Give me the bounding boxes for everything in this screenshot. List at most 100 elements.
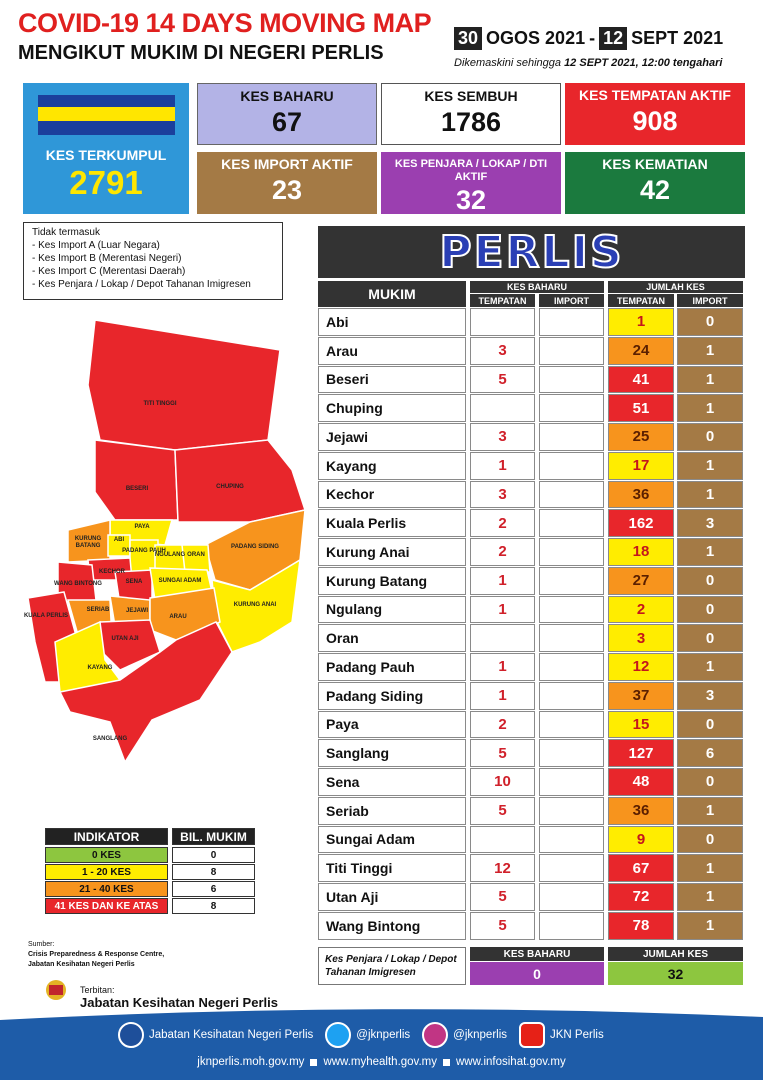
value-cell: 0: [677, 825, 743, 854]
map-label: ARAU: [169, 614, 187, 620]
value-cell: 162: [608, 509, 674, 537]
mukim-cell: Utan Aji: [318, 883, 466, 911]
title: COVID-19 14 DAYS MOVING MAP: [18, 8, 432, 38]
map-label: UTAN AJI: [111, 636, 139, 642]
social-icon: [118, 1022, 144, 1048]
link[interactable]: www.myhealth.gov.my: [323, 1056, 437, 1068]
indicator-label: 41 KES DAN KE ATAS: [45, 898, 168, 914]
value-cell: [539, 825, 604, 854]
value-cell: 36: [608, 796, 674, 825]
map-label: KURUNG ANAI: [233, 602, 277, 608]
card: KES TEMPATAN AKTIF 908: [565, 83, 745, 145]
value-cell: 78: [608, 911, 674, 940]
card-value: 32: [455, 185, 487, 215]
map-label: NGULANG: [154, 552, 186, 558]
mukim-cell: Seriab: [318, 796, 466, 825]
link[interactable]: jknperlis.moh.gov.my: [197, 1056, 305, 1068]
social-item[interactable]: Jabatan Kesihatan Negeri Perlis: [118, 1022, 313, 1048]
updated-label: Dikemaskini sehingga: [454, 57, 561, 69]
value-cell: 9: [608, 825, 674, 854]
map-region: [174, 439, 306, 523]
card-value: 67: [271, 107, 303, 137]
value-cell: 67: [608, 854, 674, 882]
value-cell: [539, 796, 604, 825]
mukim-cell: Wang Bintong: [318, 911, 466, 940]
links-bar: jknperlis.moh.gov.my www.myhealth.gov.my w…: [0, 1056, 763, 1068]
value-cell: [539, 336, 604, 365]
value-cell: 0: [677, 624, 743, 652]
value-cell: 1: [677, 365, 743, 394]
note-item: - Kes Import B (Merentasi Negeri): [32, 253, 182, 264]
sub-header-cell: IMPORT: [539, 294, 604, 307]
value-cell: [539, 480, 604, 509]
value-cell: 5: [470, 883, 535, 911]
value-cell: 3: [677, 509, 743, 537]
social-item[interactable]: @jknperlis: [422, 1022, 507, 1048]
mukim-cell: Sena: [318, 768, 466, 796]
separator-square: [442, 1058, 450, 1066]
mukim-cell: Abi: [318, 308, 466, 336]
map-label: SENA: [125, 579, 143, 585]
table-title: PERLIS: [438, 226, 624, 279]
value-cell: 1: [470, 451, 535, 480]
value-cell: [539, 710, 604, 739]
map-label: SERIAB: [86, 607, 110, 613]
map-label: WANG BINTONG: [54, 581, 102, 587]
mukim-cell: Kurung Batang: [318, 566, 466, 595]
mukim-cell: Kuala Perlis: [318, 509, 466, 537]
value-cell: 0: [677, 308, 743, 336]
card: KES IMPORT AKTIF 23: [197, 152, 377, 214]
value-cell: 5: [470, 365, 535, 394]
header-cell: MUKIM: [318, 281, 466, 307]
social-item[interactable]: @jknperlis: [325, 1022, 410, 1048]
value-cell: 1: [608, 308, 674, 336]
map-region: [181, 544, 211, 573]
value-cell: [539, 595, 604, 624]
value-cell: [470, 394, 535, 422]
value-cell: [539, 308, 604, 336]
mukim-cell: Chuping: [318, 394, 466, 422]
source: Sumber: Crisis Preparedness & Response C…: [28, 940, 164, 970]
map-region: [211, 558, 301, 653]
value-cell: 1: [470, 681, 535, 710]
footer-bg: [0, 1009, 763, 1080]
date-day: 12: [599, 27, 628, 50]
value-cell: 1: [677, 538, 743, 566]
value-cell: 3: [470, 336, 535, 365]
social-text: Jabatan Kesihatan Negeri Perlis: [149, 1029, 314, 1041]
notes-list: - Kes Import A (Luar Negara) - Kes Import…: [32, 239, 274, 291]
updated: Dikemaskini sehingga 12 SEPT 2021, 12:00…: [454, 57, 722, 69]
card: KES PENJARA / LOKAP / DTI AKTIF 32: [381, 152, 561, 215]
value-cell: 1: [677, 883, 743, 911]
card-label: KES SEMBUH: [424, 88, 518, 104]
map-region: [87, 319, 281, 451]
card-value: 908: [632, 106, 678, 136]
value-cell: 72: [608, 883, 674, 911]
value-cell: [539, 365, 604, 394]
map-label: CHUPING: [216, 484, 244, 490]
notes-title: Tidak termasuk: [32, 227, 100, 238]
link[interactable]: www.infosihat.gov.my: [455, 1056, 566, 1068]
card-label: KES PENJARA / LOKAP / DTI AKTIF: [394, 158, 548, 183]
mukim-cell: Titi Tinggi: [318, 854, 466, 882]
value-cell: 0: [677, 710, 743, 739]
indicator-count: 6: [172, 881, 255, 897]
value-cell: 2: [608, 595, 674, 624]
flag: [37, 95, 175, 135]
value-cell: [539, 653, 604, 681]
value-cell: [539, 509, 604, 537]
value-cell: 2: [470, 710, 535, 739]
social-item[interactable]: JKN Perlis: [519, 1022, 604, 1048]
value-cell: 10: [470, 768, 535, 796]
value-cell: 1: [677, 911, 743, 940]
value-cell: 1: [677, 854, 743, 882]
value-cell: 5: [470, 739, 535, 767]
social-bar: Jabatan Kesihatan Negeri Perlis @jknperli…: [118, 1020, 738, 1050]
value-cell: [539, 681, 604, 710]
table-title-bar: PERLIS: [318, 226, 745, 279]
map-label: BESERI: [125, 486, 149, 492]
value-cell: 1: [677, 394, 743, 422]
map-region: [94, 439, 179, 521]
value-cell: 1: [677, 653, 743, 681]
value-cell: [539, 911, 604, 940]
